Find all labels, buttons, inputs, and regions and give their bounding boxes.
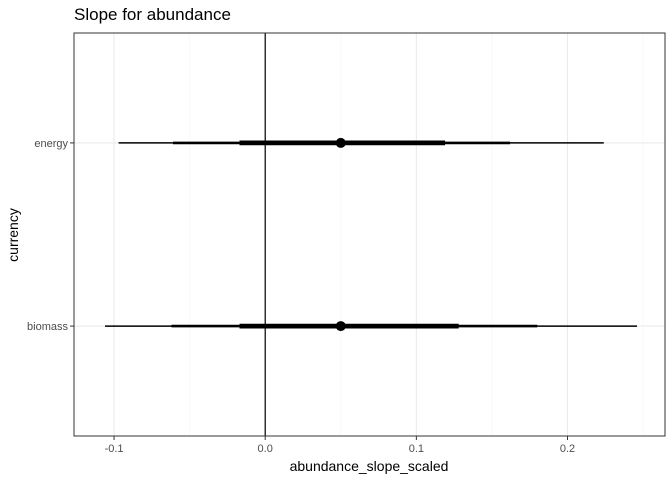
y-axis-label: currency (5, 208, 21, 262)
interval-marks (104, 137, 638, 332)
x-tick-label: 0.1 (409, 443, 424, 455)
x-axis-label: abundance_slope_scaled (290, 458, 449, 474)
point-estimate (335, 137, 346, 148)
axes: energy biomass -0.1 0.0 0.1 0.2 (27, 138, 575, 455)
x-tick-label: 0.0 (258, 443, 273, 455)
x-tick-label: -0.1 (105, 443, 124, 455)
y-tick-label: energy (34, 138, 68, 150)
grid-lines (74, 33, 665, 436)
x-tick-label: 0.2 (560, 443, 575, 455)
panel-border (73, 32, 666, 437)
point-estimate (335, 321, 346, 332)
chart-title: Slope for abundance (74, 5, 231, 24)
y-tick-label: biomass (27, 321, 68, 333)
